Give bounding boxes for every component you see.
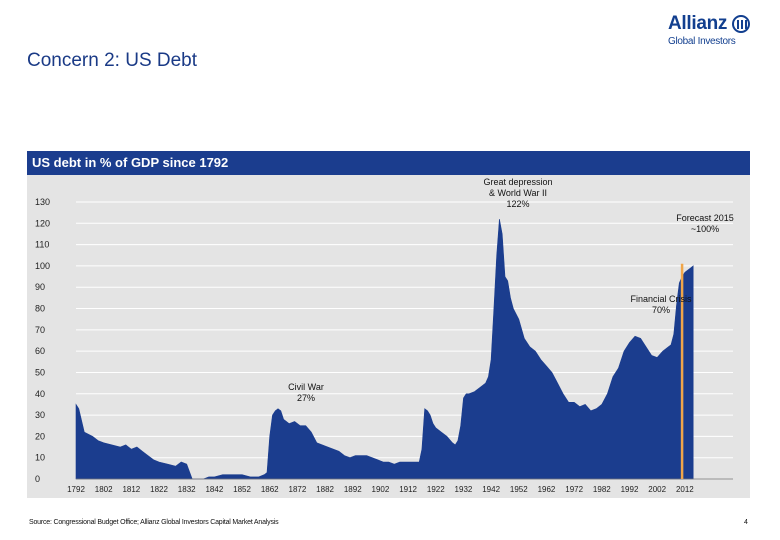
y-tick-label: 40 <box>35 389 45 399</box>
y-tick-label: 120 <box>35 218 50 228</box>
y-tick-label: 30 <box>35 410 45 420</box>
x-tick-label: 1962 <box>538 485 556 494</box>
x-tick-label: 1882 <box>316 485 334 494</box>
y-tick-label: 70 <box>35 325 45 335</box>
x-tick-label: 2002 <box>648 485 666 494</box>
logo-wordmark: Allianz <box>668 13 728 34</box>
x-tick-label: 1972 <box>565 485 583 494</box>
y-tick-label: 100 <box>35 261 50 271</box>
x-tick-label: 1832 <box>178 485 196 494</box>
chart-panel: 0 10 20 30 40 50 60 70 80 90 100 110 120 130 1792 1802 1… <box>27 175 750 498</box>
x-tick-label: 1822 <box>150 485 168 494</box>
logo-emblem-icon <box>732 15 750 33</box>
chart-annotation: Forecast 2015 ~100% <box>676 213 734 234</box>
x-tick-label: 1982 <box>593 485 611 494</box>
y-tick-label: 20 <box>35 431 45 441</box>
x-tick-label: 1872 <box>289 485 307 494</box>
x-tick-label: 1842 <box>205 485 223 494</box>
x-tick-label: 1852 <box>233 485 251 494</box>
y-tick-label: 0 <box>35 474 40 484</box>
chart-header-bar: US debt in % of GDP since 1792 <box>27 151 750 175</box>
x-tick-label: 1892 <box>344 485 362 494</box>
slide-title: Concern 2: US Debt <box>27 50 198 71</box>
y-tick-label: 110 <box>35 240 49 250</box>
y-tick-label: 10 <box>35 453 45 463</box>
chart-annotation: Civil War 27% <box>288 382 324 403</box>
y-tick-label: 90 <box>35 282 45 292</box>
y-tick-label: 60 <box>35 346 45 356</box>
x-tick-label: 1902 <box>372 485 390 494</box>
chart-annotation: Financial Crisis 70% <box>630 294 692 315</box>
x-tick-label: 1802 <box>95 485 113 494</box>
x-tick-label: 1912 <box>399 485 417 494</box>
y-tick-label: 80 <box>35 304 45 314</box>
page-number: 4 <box>744 519 748 526</box>
x-tick-label: 2012 <box>676 485 694 494</box>
x-tick-label: 1812 <box>122 485 140 494</box>
allianz-logo: Allianz Global Investors <box>660 12 770 52</box>
debt-chart: 0 10 20 30 40 50 60 70 80 90 100 110 120 130 1792 1802 1… <box>35 177 734 494</box>
logo-subtitle: Global Investors <box>668 36 736 47</box>
source-note: Source: Congressional Budget Office; All… <box>29 519 279 526</box>
y-tick-label: 130 <box>35 197 50 207</box>
x-tick-label: 1942 <box>482 485 500 494</box>
chart-title: US debt in % of GDP since 1792 <box>32 155 229 170</box>
debt-area-series <box>75 218 694 480</box>
x-tick-label: 1792 <box>67 485 85 494</box>
chart-annotation: Great depression & World War II 122% <box>483 177 552 209</box>
x-tick-label: 1922 <box>427 485 445 494</box>
x-tick-label: 1992 <box>621 485 639 494</box>
y-tick-label: 50 <box>35 367 45 377</box>
x-tick-label: 1932 <box>455 485 473 494</box>
x-tick-label: 1862 <box>261 485 279 494</box>
x-tick-label: 1952 <box>510 485 528 494</box>
